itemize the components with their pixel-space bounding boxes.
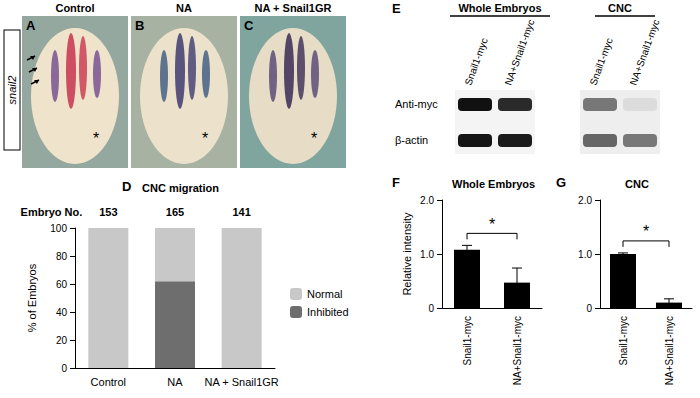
svg-text:2.0: 2.0 (578, 195, 592, 206)
svg-text:CNC migration: CNC migration (142, 182, 219, 194)
svg-text:100: 100 (50, 223, 67, 234)
svg-text:CNC: CNC (625, 178, 649, 190)
svg-text:Control: Control (55, 2, 94, 14)
svg-text:40: 40 (56, 307, 68, 318)
svg-text:Snail1-myc: Snail1-myc (463, 36, 490, 86)
svg-text:D: D (122, 179, 131, 194)
svg-text:NA+Snail1-myc: NA+Snail1-myc (503, 18, 537, 87)
svg-text:Normal: Normal (307, 288, 342, 300)
svg-text:Snail1-myc: Snail1-myc (618, 316, 629, 365)
svg-text:Whole Embryos: Whole Embryos (458, 2, 541, 14)
svg-text:Control: Control (91, 376, 126, 388)
svg-text:0: 0 (61, 363, 67, 374)
svg-text:Inhibited: Inhibited (307, 306, 349, 318)
svg-text:A: A (26, 18, 36, 33)
svg-text:snail2: snail2 (6, 76, 18, 105)
svg-text:141: 141 (232, 206, 250, 218)
svg-text:80: 80 (56, 251, 68, 262)
svg-text:NA: NA (176, 2, 192, 14)
svg-text:F: F (392, 175, 400, 190)
svg-text:C: C (244, 18, 254, 33)
svg-text:*: * (93, 130, 99, 147)
svg-text:NA: NA (167, 376, 183, 388)
svg-text:153: 153 (99, 206, 117, 218)
svg-text:*: * (311, 130, 317, 147)
svg-text:Snail1-myc: Snail1-myc (462, 316, 473, 365)
svg-text:% of Embryos: % of Embryos (26, 263, 38, 332)
svg-text:*: * (202, 130, 208, 147)
svg-text:20: 20 (56, 335, 68, 346)
svg-text:G: G (556, 175, 566, 190)
svg-text:165: 165 (166, 206, 184, 218)
svg-text:Whole Embryos: Whole Embryos (452, 178, 535, 190)
svg-text:0: 0 (428, 303, 434, 314)
svg-text:*: * (643, 223, 649, 240)
svg-text:0: 0 (586, 303, 592, 314)
svg-text:NA + Snail1GR: NA + Snail1GR (255, 2, 332, 14)
svg-text:2.0: 2.0 (420, 195, 434, 206)
svg-text:1.0: 1.0 (420, 249, 434, 260)
svg-text:NA+Snail1-myc: NA+Snail1-myc (628, 18, 662, 87)
svg-text:1.0: 1.0 (578, 249, 592, 260)
svg-text:NA+Snail1-myc: NA+Snail1-myc (664, 316, 675, 385)
svg-text:β-actin: β-actin (395, 134, 428, 146)
svg-text:Embryo No.: Embryo No. (21, 206, 83, 218)
svg-text:*: * (489, 216, 495, 233)
svg-text:B: B (135, 18, 144, 33)
svg-text:NA+Snail1-myc: NA+Snail1-myc (512, 316, 523, 385)
svg-text:E: E (392, 1, 401, 16)
svg-text:60: 60 (56, 279, 68, 290)
svg-text:Relative intensity: Relative intensity (401, 212, 413, 296)
svg-text:Anti-myc: Anti-myc (395, 98, 438, 110)
svg-text:Snail1-myc: Snail1-myc (588, 36, 615, 86)
svg-text:CNC: CNC (608, 2, 632, 14)
svg-text:NA + Snail1GR: NA + Snail1GR (205, 376, 279, 388)
